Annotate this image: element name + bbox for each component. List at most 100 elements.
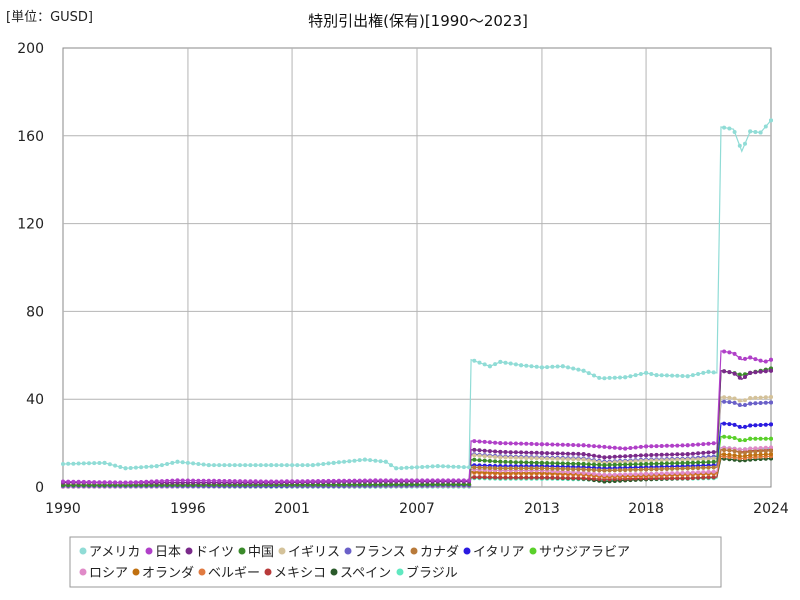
data-point bbox=[71, 461, 76, 466]
data-point bbox=[737, 454, 742, 458]
data-point bbox=[644, 471, 649, 476]
x-tick-label: 2018 bbox=[628, 501, 664, 517]
data-point bbox=[612, 445, 617, 450]
data-point bbox=[706, 369, 711, 374]
data-point bbox=[154, 479, 159, 484]
legend-marker bbox=[238, 547, 246, 555]
data-point bbox=[690, 470, 695, 475]
data-point bbox=[763, 124, 768, 129]
data-point bbox=[748, 355, 753, 360]
data-point bbox=[508, 450, 513, 455]
data-point bbox=[383, 478, 388, 483]
data-point bbox=[758, 436, 763, 441]
data-point bbox=[175, 478, 180, 483]
data-point bbox=[482, 458, 487, 463]
data-point bbox=[571, 476, 576, 481]
data-point bbox=[524, 466, 529, 471]
data-point bbox=[493, 449, 498, 454]
data-point bbox=[529, 456, 534, 461]
data-point bbox=[638, 472, 643, 476]
data-point bbox=[722, 395, 727, 400]
data-point bbox=[534, 456, 539, 461]
data-point bbox=[763, 436, 768, 441]
data-point bbox=[118, 465, 123, 469]
data-point bbox=[326, 461, 331, 466]
data-point bbox=[597, 444, 602, 449]
data-point bbox=[133, 480, 138, 485]
data-point bbox=[373, 478, 378, 483]
legend-item: ブラジル bbox=[396, 565, 458, 581]
data-point bbox=[769, 436, 773, 441]
data-point bbox=[529, 475, 534, 480]
data-point bbox=[696, 451, 701, 456]
series-0 bbox=[61, 118, 773, 471]
data-point bbox=[446, 478, 451, 483]
data-point bbox=[477, 458, 482, 463]
data-point bbox=[415, 465, 419, 470]
data-point bbox=[706, 460, 711, 465]
data-point bbox=[581, 452, 586, 457]
data-point bbox=[696, 372, 701, 376]
data-point bbox=[633, 467, 638, 472]
data-point bbox=[748, 436, 753, 441]
data-point bbox=[456, 482, 461, 487]
data-point bbox=[633, 373, 638, 378]
data-point bbox=[201, 462, 206, 467]
data-point bbox=[597, 454, 602, 459]
data-point bbox=[628, 446, 633, 450]
data-point bbox=[139, 465, 144, 470]
data-point bbox=[602, 472, 607, 477]
data-point bbox=[284, 463, 289, 468]
data-point bbox=[529, 460, 534, 465]
data-point bbox=[326, 478, 331, 483]
legend-label: ベルギー bbox=[208, 566, 260, 581]
data-point bbox=[576, 457, 581, 462]
data-point bbox=[524, 441, 529, 446]
data-point bbox=[196, 462, 201, 466]
data-point bbox=[92, 461, 97, 466]
data-point bbox=[581, 462, 586, 466]
data-point bbox=[513, 475, 518, 480]
data-point bbox=[378, 478, 383, 483]
data-point bbox=[508, 460, 513, 464]
data-point bbox=[727, 395, 732, 400]
data-point bbox=[550, 364, 555, 369]
data-point bbox=[279, 479, 284, 484]
data-point bbox=[571, 366, 576, 371]
data-point bbox=[737, 447, 742, 452]
data-point bbox=[769, 400, 773, 405]
data-point bbox=[659, 444, 664, 448]
data-point bbox=[545, 461, 550, 465]
data-point bbox=[550, 475, 555, 480]
data-point bbox=[539, 466, 544, 471]
data-point bbox=[165, 462, 170, 466]
legend-label: ドイツ bbox=[195, 545, 234, 560]
data-point bbox=[680, 452, 685, 457]
data-point bbox=[675, 457, 680, 462]
data-point bbox=[696, 442, 701, 447]
data-point bbox=[560, 451, 565, 456]
data-point bbox=[295, 463, 300, 468]
data-point bbox=[472, 465, 477, 470]
data-point bbox=[461, 465, 466, 470]
data-point bbox=[581, 467, 586, 472]
legend-marker bbox=[463, 547, 471, 555]
data-point bbox=[503, 459, 508, 464]
data-point bbox=[487, 454, 492, 459]
data-point bbox=[555, 364, 560, 369]
data-point bbox=[623, 472, 628, 477]
data-point bbox=[524, 460, 529, 465]
data-point bbox=[743, 403, 747, 407]
data-point bbox=[519, 466, 524, 471]
data-point bbox=[664, 443, 669, 448]
data-point bbox=[321, 479, 326, 483]
x-tick-label: 1990 bbox=[45, 501, 81, 517]
data-point bbox=[373, 482, 378, 487]
data-point bbox=[722, 448, 727, 452]
data-point bbox=[149, 479, 154, 484]
data-point bbox=[706, 456, 711, 461]
data-point bbox=[586, 452, 591, 457]
data-point bbox=[696, 457, 701, 462]
data-point bbox=[758, 449, 763, 454]
